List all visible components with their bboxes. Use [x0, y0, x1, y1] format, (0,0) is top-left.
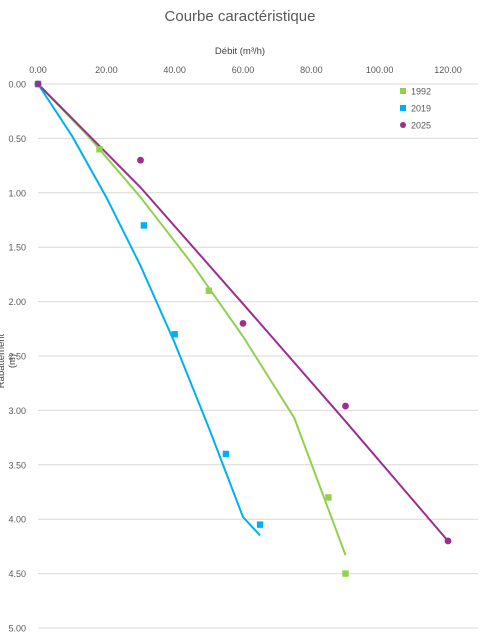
y-tick-label: 1.00: [8, 188, 26, 198]
y-tick-label: 2.00: [8, 297, 26, 307]
data-point-2025: [34, 80, 42, 88]
x-tick-label: 20.00: [95, 65, 118, 75]
legend-label: 1992: [411, 87, 431, 97]
y-tick-label: 3.50: [8, 460, 26, 470]
data-point-2025: [444, 537, 452, 545]
legend-label: 2025: [411, 121, 431, 131]
trendline-2019: [37, 83, 261, 537]
y-tick-label: 0.50: [8, 134, 26, 144]
legend-marker-2019: [400, 105, 406, 111]
x-tick-label: 80.00: [300, 65, 323, 75]
data-point-2025: [342, 402, 349, 410]
x-tick-label: 0.00: [29, 65, 47, 75]
y-tick-label: 0.00: [8, 80, 26, 90]
y-tick-label: 2.50: [8, 352, 26, 362]
legend-marker-2025: [400, 122, 406, 128]
data-point-2025: [137, 156, 144, 164]
y-tick-label: 4.50: [8, 569, 26, 579]
trendline-2025: [37, 83, 449, 542]
data-point-2019: [222, 450, 230, 458]
data-point-2019: [140, 222, 148, 229]
data-point-2025: [239, 319, 247, 327]
data-point-1992: [96, 146, 103, 153]
data-point-2019: [256, 521, 264, 528]
y-tick-label: 4.00: [8, 515, 26, 525]
x-tick-label: 60.00: [232, 65, 255, 75]
y-tick-label: 3.00: [8, 406, 26, 416]
x-tick-label: 120.00: [434, 65, 462, 75]
data-point-1992: [325, 494, 332, 501]
y-tick-label: 5.00: [8, 624, 26, 634]
data-point-1992: [342, 570, 349, 577]
data-point-1992: [205, 287, 213, 294]
x-tick-label: 100.00: [366, 65, 394, 75]
chart-title: Courbe caractéristique: [164, 8, 316, 25]
x-axis-label: Débit (m³/h): [214, 46, 266, 57]
legend-label: 2019: [411, 104, 431, 114]
x-tick-label: 40.00: [163, 65, 186, 75]
trendline-1992: [37, 83, 347, 556]
legend-marker-1992: [400, 88, 406, 94]
y-tick-label: 1.50: [8, 243, 26, 253]
data-point-2019: [171, 331, 178, 338]
